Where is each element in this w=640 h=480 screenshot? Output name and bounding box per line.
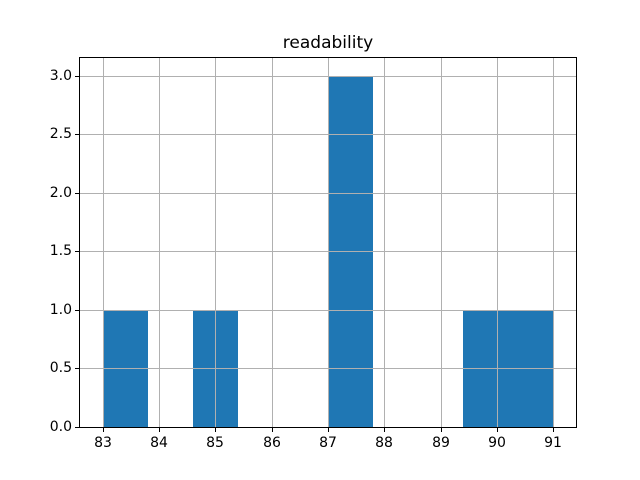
y-tick-mark: [75, 251, 79, 252]
x-tick-mark: [103, 428, 104, 432]
gridline-vertical: [103, 58, 104, 427]
y-tick-mark: [75, 368, 79, 369]
gridline-vertical: [272, 58, 273, 427]
gridline-horizontal: [80, 134, 576, 135]
y-tick-label: 2.5: [49, 126, 72, 142]
y-tick-mark: [75, 193, 79, 194]
y-tick-label: 0.5: [49, 360, 72, 376]
gridline-horizontal: [80, 193, 576, 194]
x-tick-mark: [328, 428, 329, 432]
gridline-vertical: [215, 58, 216, 427]
grid-layer: [80, 58, 576, 427]
gridline-vertical: [159, 58, 160, 427]
y-tick-mark: [75, 76, 79, 77]
x-tick-mark: [272, 428, 273, 432]
gridline-vertical: [497, 58, 498, 427]
x-tick-label: 89: [432, 435, 450, 451]
chart-title: readability: [282, 33, 374, 53]
y-tick-mark: [75, 310, 79, 311]
x-tick-label: 85: [206, 435, 224, 451]
y-tick-mark: [75, 427, 79, 428]
x-tick-mark: [441, 428, 442, 432]
gridline-horizontal: [80, 310, 576, 311]
gridline-vertical: [553, 58, 554, 427]
gridline-horizontal: [80, 76, 576, 77]
plot-area: [79, 57, 577, 428]
gridline-vertical: [441, 58, 442, 427]
x-tick-label: 90: [488, 435, 506, 451]
x-tick-label: 87: [319, 435, 337, 451]
gridline-vertical: [328, 58, 329, 427]
x-tick-mark: [384, 428, 385, 432]
gridline-horizontal: [80, 368, 576, 369]
y-tick-label: 1.5: [49, 243, 72, 259]
y-tick-label: 1.0: [49, 302, 72, 318]
y-tick-mark: [75, 134, 79, 135]
y-tick-label: 0.0: [49, 419, 72, 435]
x-tick-label: 86: [263, 435, 281, 451]
x-tick-label: 91: [544, 435, 562, 451]
x-tick-mark: [553, 428, 554, 432]
x-tick-label: 88: [375, 435, 393, 451]
x-tick-mark: [215, 428, 216, 432]
x-tick-mark: [497, 428, 498, 432]
y-tick-label: 2.0: [49, 185, 72, 201]
gridline-vertical: [384, 58, 385, 427]
gridline-horizontal: [80, 251, 576, 252]
x-tick-label: 83: [94, 435, 112, 451]
x-tick-label: 84: [150, 435, 168, 451]
x-tick-mark: [159, 428, 160, 432]
y-tick-label: 3.0: [49, 68, 72, 84]
